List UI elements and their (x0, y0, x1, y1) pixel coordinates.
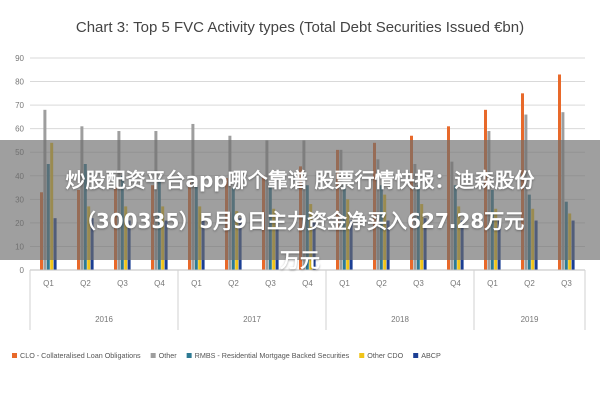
overlay-banner (0, 140, 600, 260)
year-group-label: 2018 (391, 315, 409, 324)
legend: CLO - Collateralised Loan Obligations Oth… (12, 351, 441, 360)
x-tick-label: Q3 (265, 279, 276, 288)
x-tick-label: Q4 (450, 279, 461, 288)
x-tick-label: Q2 (524, 279, 535, 288)
y-tick-label: 80 (15, 78, 24, 87)
legend-swatch (150, 353, 156, 358)
legend-swatch (186, 353, 192, 358)
x-tick-label: Q1 (487, 279, 498, 288)
legend-swatch (413, 353, 419, 358)
legend-label: Other (159, 351, 178, 360)
x-tick-label: Q1 (339, 279, 350, 288)
year-group-label: 2017 (243, 315, 261, 324)
year-group-label: 2016 (95, 315, 113, 324)
y-tick-label: 60 (15, 125, 24, 134)
year-group-label: 2019 (521, 315, 539, 324)
chart-title: Chart 3: Top 5 FVC Activity types (Total… (76, 19, 524, 36)
x-tick-label: Q3 (117, 279, 128, 288)
x-tick-label: Q1 (191, 279, 202, 288)
x-tick-label: Q4 (302, 279, 313, 288)
x-tick-label: Q3 (561, 279, 572, 288)
overlay-text-line-2: （300335）5月9日主力资金净买入627.28万元 (75, 209, 525, 233)
legend-label: Other CDO (367, 351, 403, 360)
y-tick-label: 0 (20, 266, 25, 275)
y-tick-label: 70 (15, 101, 24, 110)
legend-swatch (359, 353, 365, 358)
legend-label: CLO - Collateralised Loan Obligations (20, 351, 141, 360)
overlay-text-line-3: 万元 (280, 248, 320, 272)
legend-swatch (12, 353, 17, 358)
x-tick-label: Q2 (228, 279, 239, 288)
x-tick-label: Q1 (43, 279, 54, 288)
overlay-text-line-1: 炒股配资平台app哪个靠谱 股票行情快报：迪森股份 (65, 168, 535, 192)
x-tick-label: Q4 (154, 279, 165, 288)
x-tick-label: Q3 (413, 279, 424, 288)
x-tick-label: Q2 (376, 279, 387, 288)
legend-label: RMBS - Residential Mortgage Backed Secur… (195, 351, 350, 360)
legend-label: ABCP (421, 351, 441, 360)
x-tick-label: Q2 (80, 279, 91, 288)
y-tick-label: 90 (15, 54, 24, 63)
